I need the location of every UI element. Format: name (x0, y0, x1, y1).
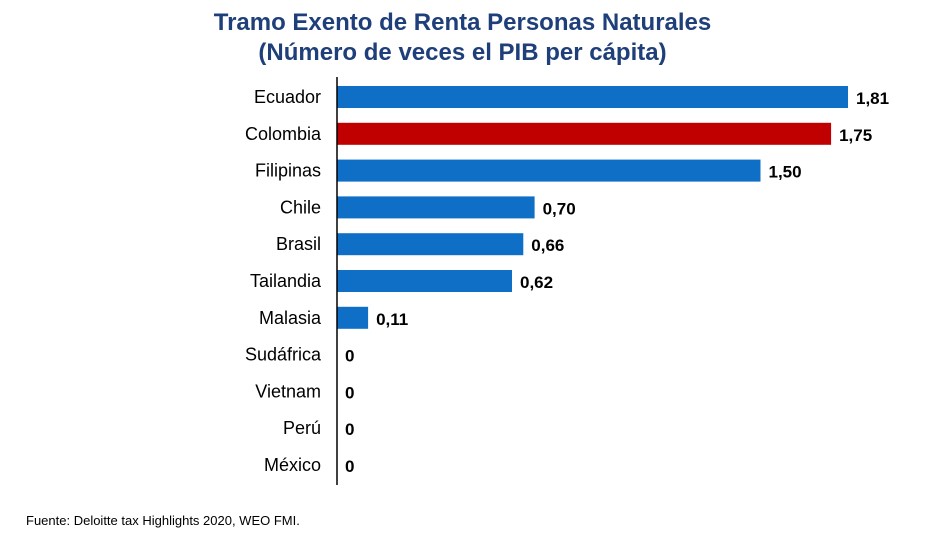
value-label: 0 (345, 347, 354, 366)
bar-malasia (337, 306, 369, 329)
value-label: 0 (345, 383, 354, 402)
value-label: 1,50 (769, 163, 802, 182)
source-note: Fuente: Deloitte tax Highlights 2020, WE… (26, 513, 300, 528)
category-label: Malasia (259, 308, 322, 328)
bar-colombia (337, 122, 832, 145)
value-label: 1,75 (839, 126, 872, 145)
chart-title-block: Tramo Exento de Renta Personas Naturales… (0, 8, 925, 68)
value-label: 0,70 (543, 199, 576, 218)
bar-chart: Ecuador 1,81 Colombia 1,75 Filipinas 1,50 Chil… (245, 77, 889, 485)
category-label: Filipinas (255, 161, 321, 181)
bar-ecuador (337, 86, 848, 108)
category-label: Brasil (276, 234, 321, 254)
chart-subtitle: (Número de veces el PIB per cápita) (258, 39, 667, 66)
bar-tailandia (337, 270, 512, 292)
category-label: Colombia (245, 124, 322, 144)
value-label: 0 (345, 420, 354, 439)
category-label: Perú (283, 418, 321, 438)
value-label: 0,11 (376, 310, 408, 329)
bar-filipinas (337, 159, 761, 182)
category-label: Vietnam (255, 381, 321, 401)
value-label: 0,62 (520, 273, 553, 292)
value-label: 0 (345, 457, 354, 476)
category-label: México (264, 455, 321, 475)
value-label: 1,81 (856, 89, 889, 108)
category-label: Tailandia (250, 271, 322, 291)
bar-chile (337, 196, 535, 219)
category-label: Chile (280, 197, 321, 217)
value-label: 0,66 (531, 236, 564, 255)
bar-brasil (337, 233, 524, 256)
category-label: Sudáfrica (245, 345, 322, 365)
category-label: Ecuador (254, 87, 321, 107)
chart-title: Tramo Exento de Renta Personas Naturales (213, 9, 712, 36)
